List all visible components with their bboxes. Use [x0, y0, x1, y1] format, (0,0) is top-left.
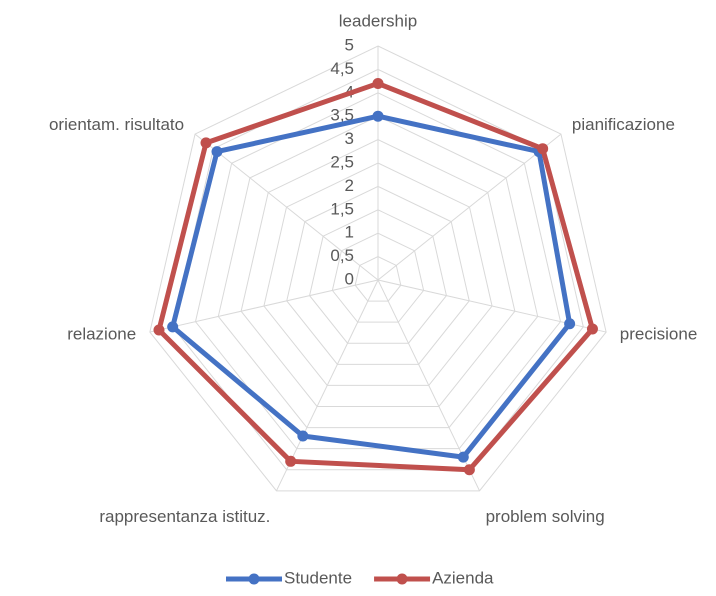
- series-line: [170, 113, 573, 460]
- grid-ring: [263, 162, 493, 386]
- grid-ring: [309, 209, 447, 344]
- grid-ring: [194, 92, 562, 450]
- legend-marker: [248, 573, 260, 585]
- category-label: relazione: [67, 325, 136, 344]
- point: [297, 430, 309, 442]
- point: [200, 137, 212, 149]
- r-tick-label: 3: [345, 129, 354, 148]
- series-line: [156, 80, 595, 473]
- grid-ring: [149, 45, 607, 492]
- grid-ring: [354, 256, 402, 302]
- point: [153, 324, 165, 336]
- point: [564, 318, 576, 330]
- point: [586, 323, 598, 335]
- r-tick-label: 1,5: [330, 199, 354, 218]
- spoke: [377, 133, 562, 281]
- legend-marker: [396, 573, 408, 585]
- grid-ring: [217, 115, 539, 429]
- point: [457, 451, 469, 463]
- r-tick-label: 1: [345, 223, 354, 242]
- spoke: [276, 279, 379, 492]
- spoke: [194, 133, 379, 281]
- legend-label: Azienda: [432, 568, 494, 587]
- legend-label: Studente: [284, 568, 352, 587]
- r-tick-label: 0,5: [330, 246, 354, 265]
- category-label: problem solving: [486, 507, 605, 526]
- r-tick-label: 5: [345, 35, 354, 54]
- category-label: orientam. risultato: [49, 115, 184, 134]
- point: [285, 455, 297, 467]
- point: [463, 464, 475, 476]
- point: [372, 77, 384, 89]
- grid-ring: [286, 185, 470, 365]
- category-label: rappresentanza istituz.: [99, 507, 270, 526]
- grid-ring: [240, 139, 516, 407]
- spoke: [149, 279, 379, 333]
- r-tick-label: 0: [345, 269, 354, 288]
- point: [372, 110, 384, 122]
- point: [167, 321, 179, 333]
- r-tick-label: 3,5: [330, 106, 354, 125]
- category-label: leadership: [339, 11, 417, 30]
- r-tick-label: 2: [345, 176, 354, 195]
- grid-ring: [331, 232, 425, 323]
- point: [537, 143, 549, 155]
- category-label: precisione: [620, 325, 698, 344]
- category-label: pianificazione: [572, 115, 675, 134]
- r-tick-label: 2,5: [330, 152, 354, 171]
- r-tick-label: 4,5: [330, 59, 354, 78]
- point: [211, 146, 223, 158]
